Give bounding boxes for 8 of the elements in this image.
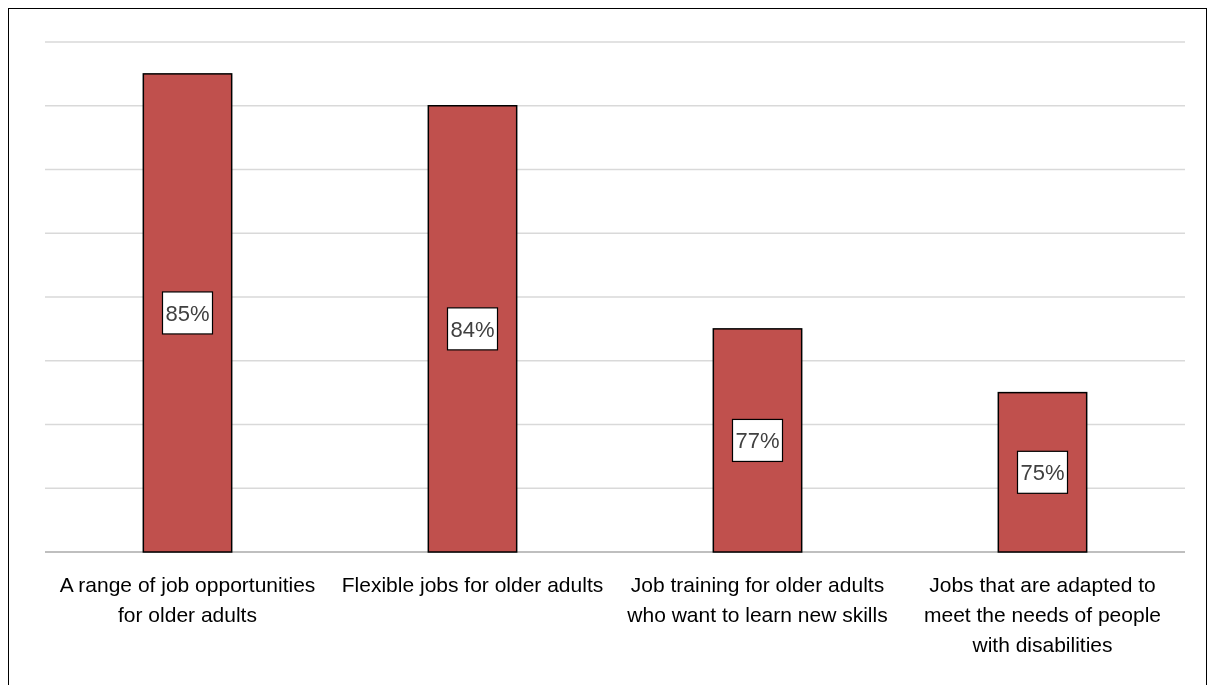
x-tick-label: Job training for older adults who want to learn new skills xyxy=(626,573,888,626)
x-tick-label: Jobs that are adapted to meet the needs of people with disabilities xyxy=(923,573,1162,656)
data-label: 85% xyxy=(165,300,210,326)
x-tick-label: A range of job opportunities for older adults xyxy=(59,573,316,626)
x-tick-label: Flexible jobs for older adults xyxy=(341,573,604,596)
data-label: 75% xyxy=(1020,460,1065,486)
data-label: 77% xyxy=(735,428,780,454)
data-label: 84% xyxy=(450,316,495,342)
